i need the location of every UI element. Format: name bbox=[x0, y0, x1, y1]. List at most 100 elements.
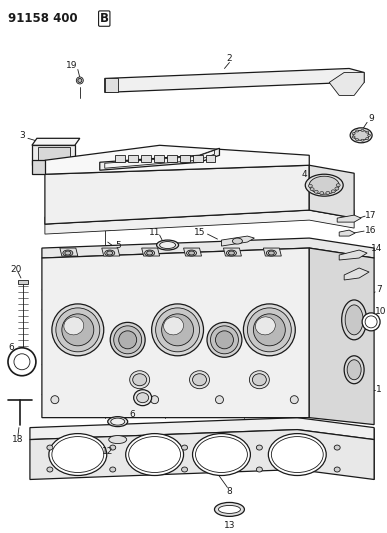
Ellipse shape bbox=[253, 314, 285, 346]
Polygon shape bbox=[105, 68, 364, 92]
Ellipse shape bbox=[216, 395, 223, 403]
Ellipse shape bbox=[110, 445, 116, 450]
Polygon shape bbox=[30, 418, 374, 440]
Ellipse shape bbox=[356, 130, 359, 132]
Polygon shape bbox=[337, 215, 361, 222]
Ellipse shape bbox=[110, 322, 145, 357]
Polygon shape bbox=[30, 430, 374, 480]
Ellipse shape bbox=[214, 503, 245, 516]
Ellipse shape bbox=[52, 437, 104, 472]
Ellipse shape bbox=[249, 371, 269, 389]
Ellipse shape bbox=[361, 139, 364, 141]
Text: 3: 3 bbox=[19, 131, 25, 140]
Ellipse shape bbox=[362, 313, 380, 331]
Text: 8: 8 bbox=[226, 487, 232, 496]
Polygon shape bbox=[221, 236, 254, 246]
Ellipse shape bbox=[151, 395, 159, 403]
Ellipse shape bbox=[309, 176, 339, 194]
Ellipse shape bbox=[353, 131, 369, 140]
Ellipse shape bbox=[308, 184, 312, 188]
Ellipse shape bbox=[345, 305, 363, 335]
Text: 2: 2 bbox=[227, 54, 232, 63]
Ellipse shape bbox=[256, 445, 262, 450]
Text: 10: 10 bbox=[375, 308, 387, 317]
Ellipse shape bbox=[126, 434, 183, 475]
Ellipse shape bbox=[268, 251, 274, 255]
Ellipse shape bbox=[111, 418, 125, 425]
Ellipse shape bbox=[159, 241, 176, 248]
Polygon shape bbox=[38, 147, 70, 163]
Ellipse shape bbox=[114, 326, 142, 354]
Ellipse shape bbox=[62, 314, 94, 346]
Ellipse shape bbox=[211, 326, 238, 354]
Ellipse shape bbox=[152, 304, 204, 356]
Ellipse shape bbox=[195, 437, 247, 472]
Ellipse shape bbox=[366, 131, 369, 133]
Ellipse shape bbox=[14, 354, 30, 370]
Ellipse shape bbox=[247, 308, 291, 352]
Polygon shape bbox=[105, 78, 118, 92]
Ellipse shape bbox=[156, 308, 200, 352]
Ellipse shape bbox=[137, 393, 149, 402]
Polygon shape bbox=[329, 72, 364, 95]
Ellipse shape bbox=[352, 133, 355, 135]
Ellipse shape bbox=[187, 250, 197, 256]
Ellipse shape bbox=[365, 316, 377, 328]
Text: 5: 5 bbox=[115, 240, 121, 249]
Ellipse shape bbox=[347, 360, 361, 379]
Polygon shape bbox=[32, 160, 45, 174]
Text: 18: 18 bbox=[12, 435, 24, 444]
Polygon shape bbox=[42, 238, 374, 258]
Ellipse shape bbox=[233, 238, 242, 244]
Polygon shape bbox=[339, 230, 355, 236]
Polygon shape bbox=[45, 146, 309, 174]
Ellipse shape bbox=[271, 437, 323, 472]
Polygon shape bbox=[32, 170, 75, 174]
Ellipse shape bbox=[63, 250, 73, 256]
Ellipse shape bbox=[310, 188, 314, 191]
Text: 14: 14 bbox=[372, 244, 383, 253]
Text: 19: 19 bbox=[66, 61, 77, 70]
Ellipse shape bbox=[188, 251, 195, 255]
Ellipse shape bbox=[331, 190, 335, 193]
Ellipse shape bbox=[368, 134, 371, 136]
Polygon shape bbox=[102, 248, 120, 256]
Ellipse shape bbox=[182, 467, 188, 472]
Polygon shape bbox=[45, 203, 354, 224]
Ellipse shape bbox=[243, 304, 295, 356]
Ellipse shape bbox=[119, 331, 137, 349]
Text: 9: 9 bbox=[368, 114, 374, 123]
Ellipse shape bbox=[52, 304, 104, 356]
Ellipse shape bbox=[219, 505, 240, 513]
Ellipse shape bbox=[47, 445, 53, 450]
Text: 17: 17 bbox=[365, 211, 377, 220]
Ellipse shape bbox=[334, 445, 340, 450]
Ellipse shape bbox=[129, 437, 181, 472]
Ellipse shape bbox=[56, 308, 100, 352]
Ellipse shape bbox=[157, 240, 178, 250]
Text: 15: 15 bbox=[194, 228, 205, 237]
Ellipse shape bbox=[352, 136, 355, 138]
Ellipse shape bbox=[350, 128, 372, 143]
Ellipse shape bbox=[256, 467, 262, 472]
Ellipse shape bbox=[356, 139, 359, 141]
Ellipse shape bbox=[47, 467, 53, 472]
Polygon shape bbox=[45, 165, 309, 224]
Ellipse shape bbox=[320, 191, 324, 195]
Polygon shape bbox=[32, 165, 75, 170]
Ellipse shape bbox=[255, 317, 275, 335]
Ellipse shape bbox=[335, 187, 339, 190]
Ellipse shape bbox=[164, 317, 183, 335]
Text: B: B bbox=[100, 12, 109, 25]
Ellipse shape bbox=[49, 434, 107, 475]
Ellipse shape bbox=[336, 184, 340, 187]
Ellipse shape bbox=[130, 371, 150, 389]
Ellipse shape bbox=[334, 467, 340, 472]
Text: 20: 20 bbox=[10, 265, 21, 274]
Ellipse shape bbox=[182, 445, 188, 450]
Ellipse shape bbox=[290, 395, 298, 403]
Polygon shape bbox=[223, 248, 241, 256]
Polygon shape bbox=[180, 155, 190, 162]
Ellipse shape bbox=[366, 138, 369, 140]
Polygon shape bbox=[128, 155, 138, 162]
